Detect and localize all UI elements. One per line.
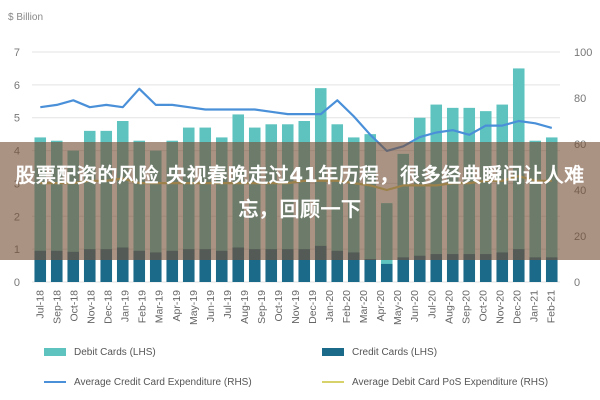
legend-avg-credit-expenditure: Average Credit Card Expenditure (RHS) [44,377,252,388]
x-tick-label: Sep-18 [52,290,64,324]
legend-line-avg-debit [322,381,344,384]
credit-bar [298,249,311,282]
x-axis-ticks: Jul-18 Sep-18 Oct-18 Nov-18 Dec-18 Jan-19 Feb-… [35,290,558,325]
right-tick-label: 80 [574,93,586,105]
legend-label-credit: Credit Cards (LHS) [352,347,438,358]
legend-label-debit: Debit Cards (LHS) [74,347,156,358]
credit-bar [430,254,443,282]
x-tick-label: Apr-19 [171,290,183,322]
legend-label-avg-credit: Average Credit Card Expenditure (RHS) [74,377,252,388]
credit-bar [545,257,558,282]
credit-bar [133,250,146,282]
x-tick-label: Feb-19 [137,290,149,323]
credit-bar [463,254,476,282]
x-tick-label: Oct-18 [69,290,81,322]
credit-bar [100,249,113,282]
credit-bar [149,252,162,282]
x-tick-label: Jan-19 [120,290,132,322]
x-tick-label: Sep-20 [460,290,472,324]
left-tick-label: 6 [14,80,20,92]
x-tick-label: Jan-20 [324,290,336,322]
credit-bar [331,250,344,282]
credit-bar [413,255,426,282]
x-tick-label: Jul-20 [426,290,438,319]
credit-bar [397,257,410,282]
x-tick-label: Jul-19 [222,290,234,319]
credit-bar [199,249,212,282]
credit-bar [215,250,228,282]
credit-bar [281,249,294,282]
x-tick-label: Nov-20 [494,290,506,324]
credit-bar [34,250,47,282]
credit-bar [446,254,459,282]
x-tick-label: Feb-21 [545,290,557,323]
credit-bar [364,259,377,282]
x-tick-label: Jun-20 [409,290,421,322]
x-tick-label: Oct-19 [273,290,285,322]
legend-line-avg-credit [44,381,66,384]
credit-bar [248,249,261,282]
legend-swatch-credit [322,348,344,357]
left-tick-label: 0 [14,277,20,289]
credit-bar [67,251,80,282]
right-tick-label: 0 [574,277,580,289]
credit-card-bars [34,245,558,282]
x-tick-label: Nov-19 [290,290,302,324]
credit-bar [83,249,96,282]
credit-bar [314,245,327,282]
credit-bar [50,250,63,282]
credit-bar [232,247,245,282]
credit-bar [529,257,542,282]
x-tick-label: Oct-20 [477,290,489,322]
legend-swatch-debit [44,348,66,357]
x-tick-label: Dec-20 [511,290,523,324]
credit-bar [265,249,278,282]
legend-debit-cards: Debit Cards (LHS) [44,347,156,358]
avg-credit-expenditure-line [40,87,553,152]
x-tick-label: Aug-20 [443,290,455,324]
credit-bar [496,252,509,282]
x-tick-label: Dec-19 [307,290,319,324]
credit-bar [347,252,360,282]
x-tick-label: Jun-19 [205,290,217,322]
legend-avg-debit-expenditure: Average Debit Card PoS Expenditure (RHS) [322,377,548,388]
x-tick-label: Nov-18 [86,290,98,324]
left-tick-label: 7 [14,47,20,59]
credit-bar [116,247,129,282]
right-tick-label: 100 [574,47,592,59]
x-tick-label: Mar-19 [154,290,166,323]
credit-bar [380,263,393,282]
credit-bar [166,250,179,282]
x-tick-label: Feb-20 [341,290,353,323]
x-tick-label: Apr-20 [375,290,387,322]
left-axis-unit-label: $ Billion [8,12,43,23]
x-tick-label: Dec-18 [103,290,115,324]
x-tick-label: May-20 [392,290,404,325]
credit-bar [512,249,525,282]
overlay-banner [0,142,600,260]
credit-bar [182,249,195,282]
x-tick-label: Jan-21 [528,290,540,322]
x-tick-label: Mar-20 [358,290,370,323]
x-tick-label: Jul-18 [35,290,47,319]
x-tick-label: Aug-19 [239,290,251,324]
legend-label-avg-debit: Average Debit Card PoS Expenditure (RHS) [352,377,549,388]
x-tick-label: Sep-19 [256,290,268,324]
left-tick-label: 5 [14,113,20,125]
legend-credit-cards: Credit Cards (LHS) [322,347,437,358]
credit-bar [479,254,492,282]
overlay-headline: 股票配资的风险 央视春晚走过41年历程，很多经典瞬间让人难忘，回顾一下 [15,163,585,221]
x-tick-label: May-19 [188,290,200,325]
